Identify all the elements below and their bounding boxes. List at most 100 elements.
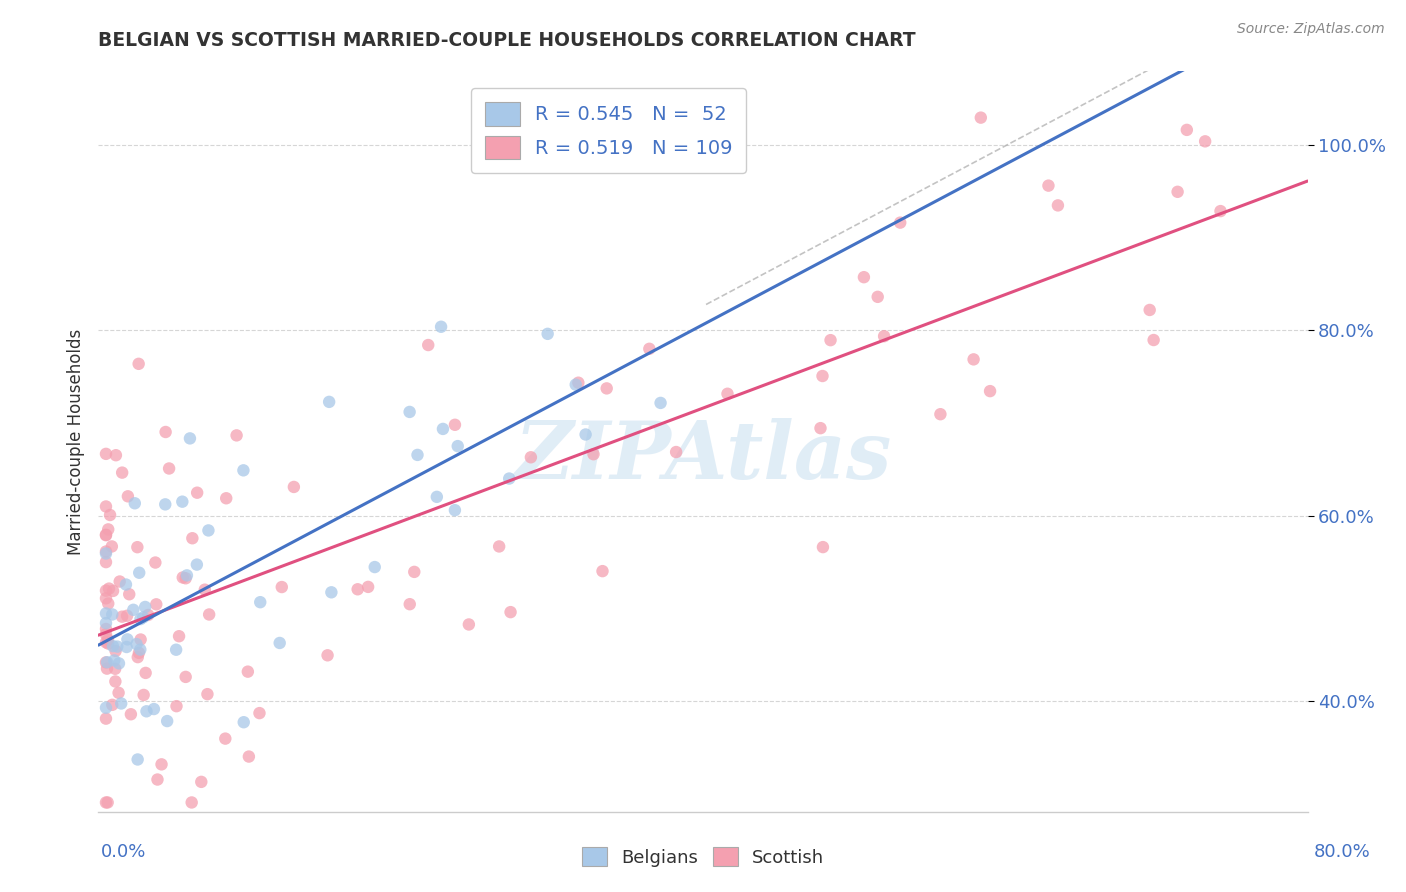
Point <box>104 662 127 676</box>
Point <box>432 422 454 436</box>
Point <box>820 333 842 347</box>
Point <box>238 749 260 764</box>
Point <box>97 597 120 611</box>
Point <box>176 568 198 582</box>
Point <box>155 497 177 511</box>
Point <box>129 642 152 657</box>
Point <box>1167 185 1189 199</box>
Text: Source: ZipAtlas.com: Source: ZipAtlas.com <box>1237 22 1385 37</box>
Point <box>101 639 124 653</box>
Point <box>269 636 291 650</box>
Point <box>852 270 875 285</box>
Point <box>105 640 128 654</box>
Point <box>127 540 149 554</box>
Point <box>128 646 150 660</box>
Point <box>118 587 141 601</box>
Point <box>364 560 387 574</box>
Point <box>104 448 127 462</box>
Point <box>97 636 120 650</box>
Point <box>94 447 117 461</box>
Legend: Belgians, Scottish: Belgians, Scottish <box>574 840 832 874</box>
Point <box>180 796 202 810</box>
Point <box>236 665 259 679</box>
Point <box>197 524 219 538</box>
Point <box>810 421 832 435</box>
Point <box>94 555 117 569</box>
Legend: R = 0.545   N =  52, R = 0.519   N = 109: R = 0.545 N = 52, R = 0.519 N = 109 <box>471 88 747 173</box>
Text: ZIPAtlas: ZIPAtlas <box>515 417 891 495</box>
Point <box>135 665 157 680</box>
Point <box>111 609 134 624</box>
Point <box>128 357 150 371</box>
Point <box>97 632 120 647</box>
Point <box>174 670 197 684</box>
Point <box>716 386 738 401</box>
Point <box>1038 178 1060 193</box>
Text: BELGIAN VS SCOTTISH MARRIED-COUPLE HOUSEHOLDS CORRELATION CHART: BELGIAN VS SCOTTISH MARRIED-COUPLE HOUSE… <box>98 31 917 50</box>
Point <box>537 326 560 341</box>
Point <box>979 384 1001 398</box>
Point <box>418 338 440 352</box>
Point <box>962 352 984 367</box>
Point <box>249 595 271 609</box>
Point <box>122 603 145 617</box>
Point <box>582 447 605 461</box>
Point <box>94 544 117 558</box>
Y-axis label: Married-couple Households: Married-couple Households <box>66 328 84 555</box>
Point <box>134 599 156 614</box>
Point <box>1209 204 1232 219</box>
Point <box>567 376 589 390</box>
Point <box>97 522 120 536</box>
Point <box>97 796 120 810</box>
Point <box>592 564 614 578</box>
Point <box>215 491 238 506</box>
Point <box>447 439 470 453</box>
Point <box>232 715 254 730</box>
Point <box>155 425 177 439</box>
Point <box>498 471 520 485</box>
Point <box>811 369 834 384</box>
Point <box>873 329 896 343</box>
Point <box>145 597 167 611</box>
Point <box>94 546 117 560</box>
Point <box>638 342 661 356</box>
Point <box>94 591 117 606</box>
Point <box>488 540 510 554</box>
Point <box>1143 333 1166 347</box>
Point <box>94 583 117 598</box>
Point <box>94 656 117 670</box>
Point <box>1175 123 1198 137</box>
Point <box>270 580 292 594</box>
Point <box>181 531 204 545</box>
Point <box>127 752 149 766</box>
Point <box>406 448 429 462</box>
Point <box>190 775 212 789</box>
Point <box>318 395 340 409</box>
Point <box>426 490 449 504</box>
Point <box>346 582 368 597</box>
Point <box>125 637 148 651</box>
Point <box>650 396 672 410</box>
Point <box>117 632 139 647</box>
Point <box>430 319 453 334</box>
Point <box>165 642 187 657</box>
Point <box>132 688 155 702</box>
Point <box>398 597 420 611</box>
Point <box>499 605 522 619</box>
Point <box>94 622 117 636</box>
Point <box>101 607 124 622</box>
Point <box>575 427 598 442</box>
Point <box>107 686 129 700</box>
Point <box>98 508 121 522</box>
Point <box>866 290 889 304</box>
Point <box>179 431 201 445</box>
Point <box>127 650 149 665</box>
Point <box>98 582 121 596</box>
Point <box>94 528 117 542</box>
Point <box>103 653 125 667</box>
Point <box>117 489 139 503</box>
Point <box>198 607 221 622</box>
Point <box>94 607 117 621</box>
Point <box>232 463 254 477</box>
Point <box>104 674 127 689</box>
